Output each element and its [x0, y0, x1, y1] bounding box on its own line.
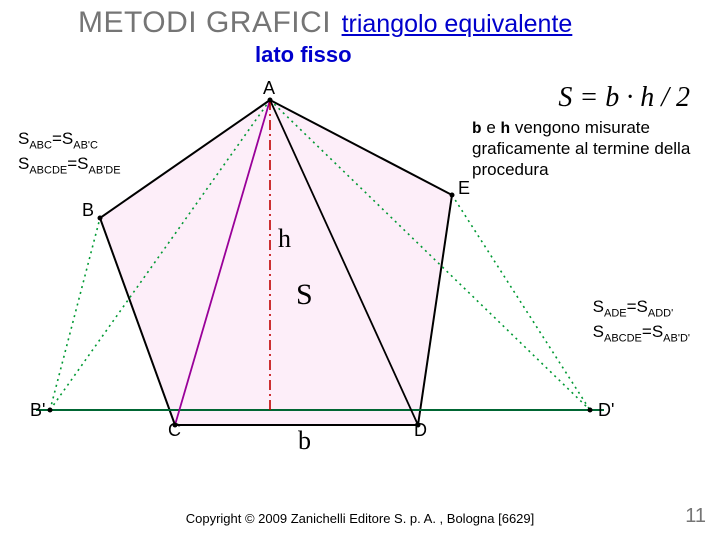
label-s: S	[296, 278, 313, 312]
right-eq-1: SADE=SADD'	[593, 296, 690, 321]
left-eq-1: SABC=SAB'C	[18, 128, 121, 153]
title-main: METODI GRAFICI	[78, 6, 331, 39]
label-base-b: b	[298, 426, 311, 456]
left-eq-2: SABCDE=SAB'DE	[18, 153, 121, 178]
right-eq-2: SABCDE=SAB'D'	[593, 321, 690, 346]
label-b: B	[82, 200, 94, 221]
line-ed-parallel	[452, 195, 590, 410]
subtitle: lato fisso	[255, 42, 352, 68]
label-d: D	[414, 420, 427, 441]
label-h: h	[278, 224, 291, 254]
label-bp: B'	[30, 400, 45, 421]
label-a: A	[263, 78, 275, 99]
label-c: C	[168, 420, 181, 441]
right-equations: SADE=SADD' SABCDE=SAB'D'	[593, 296, 690, 345]
slide-title: METODI GRAFICI triangolo equivalente	[78, 6, 572, 40]
description-text: b e h vengono misurate graficamente al t…	[472, 118, 692, 180]
area-formula: S = b · h / 2	[558, 82, 690, 114]
page-number: 11	[685, 505, 706, 528]
diagram-svg	[0, 0, 720, 540]
left-equations: SABC=SAB'C SABCDE=SAB'DE	[18, 128, 121, 177]
label-dp: D'	[598, 400, 614, 421]
desc-mid: e	[482, 118, 501, 137]
desc-h: h	[501, 120, 511, 138]
pentagon-abcde	[100, 100, 452, 425]
footer-copyright: Copyright © 2009 Zanichelli Editore S. p…	[0, 511, 720, 526]
title-sub: triangolo equivalente	[342, 10, 573, 38]
desc-b: b	[472, 120, 482, 138]
label-e: E	[458, 178, 470, 199]
line-bc-parallel	[50, 218, 100, 410]
